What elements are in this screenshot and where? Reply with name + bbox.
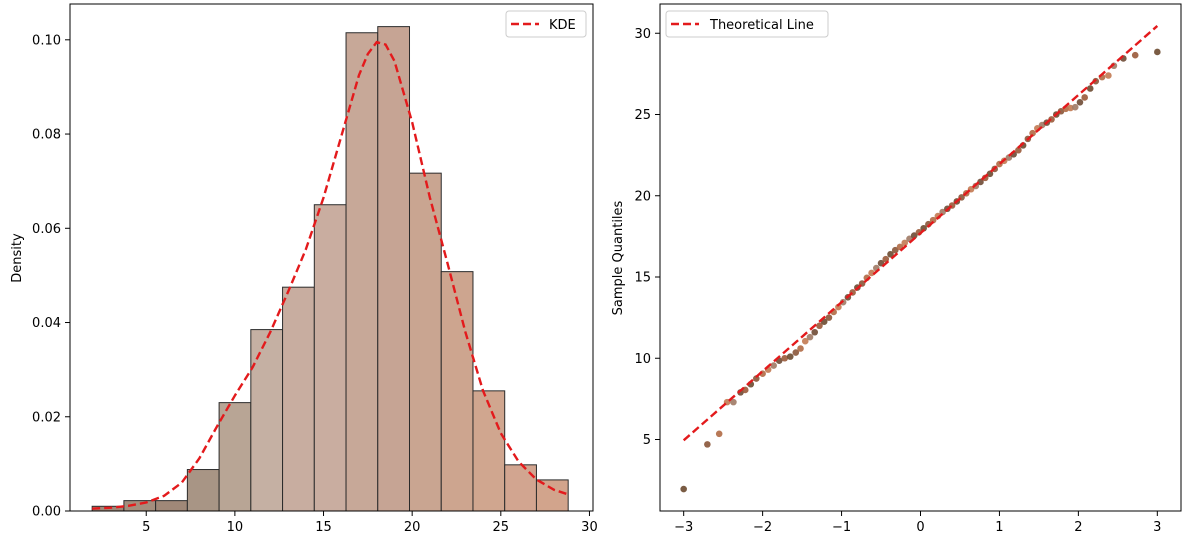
qq-y-tick-label: 25	[634, 108, 651, 123]
kde-legend-label: KDE	[549, 18, 576, 33]
histogram-bar	[345, 32, 379, 512]
histogram-x-tick-label: 20	[404, 520, 421, 535]
qq-point	[901, 239, 909, 247]
histogram-y-tick-label: 0.02	[32, 410, 61, 425]
qq-point	[786, 353, 794, 360]
qq-point	[1029, 129, 1036, 137]
qq-point	[792, 349, 800, 356]
histogram-bar	[472, 390, 506, 512]
qq-x-ticks: −3 −2 −1 0 1 2 3	[674, 511, 1161, 535]
qq-point	[910, 232, 918, 239]
qq-x-tick-label: −2	[753, 520, 772, 535]
histogram-y-ticks: 0.00 0.02 0.04 0.06 0.08 0.10	[32, 33, 70, 520]
qq-point	[704, 441, 711, 448]
qq-point	[825, 314, 833, 321]
qq-point	[715, 430, 723, 438]
histogram-x-tick-label: 15	[315, 520, 332, 535]
qq-point	[811, 328, 819, 336]
histogram-bar	[282, 286, 315, 512]
histogram-panel: 5 10 15 20 25 30 0.00 0.02 0.04 0.06 0.08 0.10 Den…	[10, 3, 598, 535]
qq-point	[1131, 51, 1139, 59]
histogram-x-tick-label: 25	[493, 520, 510, 535]
histogram-y-axis-label: Density	[10, 233, 25, 283]
histogram-bar	[250, 329, 284, 512]
qq-point	[1071, 103, 1079, 111]
qq-y-ticks: 5 10 15 20 25 30	[634, 27, 660, 448]
qq-point	[770, 362, 777, 369]
histogram-bar	[535, 479, 569, 512]
theoretical-line	[682, 25, 1159, 442]
qq-y-tick-label: 5	[643, 433, 651, 448]
qq-y-axis-label: Sample Quantiles	[611, 200, 626, 315]
qq-y-tick-label: 20	[634, 189, 651, 204]
qq-x-tick-label: 2	[1074, 520, 1082, 535]
qq-legend-box	[665, 10, 829, 38]
qq-point	[801, 337, 809, 345]
histogram-x-tick-label: 5	[142, 520, 150, 535]
qq-point	[1076, 99, 1084, 106]
qq-y-tick-label: 30	[634, 27, 651, 42]
qq-point	[730, 398, 737, 406]
histogram-bar	[409, 172, 442, 512]
histogram-bar	[155, 500, 188, 512]
histogram-x-tick-label: 10	[227, 520, 244, 535]
qq-y-tick-label: 15	[634, 271, 651, 286]
qq-point	[1086, 85, 1094, 92]
qq-point	[887, 250, 894, 258]
histogram-y-tick-label: 0.04	[32, 316, 61, 331]
qq-x-tick-label: 1	[995, 520, 1003, 535]
histogram-legend-box	[505, 10, 587, 38]
histogram-bar	[218, 402, 252, 512]
qq-legend: Theoretical Line	[665, 10, 829, 38]
histogram-x-ticks: 5 10 15 20 25 30	[142, 511, 598, 535]
qq-point	[797, 345, 804, 352]
qq-point	[1154, 48, 1161, 56]
histogram-y-tick-label: 0.10	[32, 33, 61, 48]
qq-point	[1081, 94, 1088, 101]
qq-point	[868, 269, 875, 277]
qq-point	[1015, 146, 1022, 154]
qq-point	[891, 246, 899, 254]
qq-point	[929, 216, 937, 224]
histogram-y-tick-label: 0.00	[32, 505, 61, 520]
qq-x-tick-label: 0	[916, 520, 924, 535]
histogram-bar	[440, 271, 474, 512]
theoretical-line-legend-label: Theoretical Line	[709, 18, 814, 33]
histogram-bar	[186, 469, 220, 512]
kde-curve	[92, 40, 571, 510]
qq-point	[806, 333, 814, 341]
histogram-x-tick-label: 30	[581, 520, 598, 535]
qq-point	[1105, 72, 1112, 79]
histogram-bar	[504, 464, 537, 512]
histogram-bars	[91, 26, 569, 512]
histogram-bar	[377, 26, 411, 512]
histogram-y-tick-label: 0.06	[32, 222, 61, 237]
histogram-legend: KDE	[505, 10, 587, 38]
qq-x-tick-label: −3	[674, 520, 693, 535]
qq-point	[680, 485, 687, 493]
qq-x-tick-label: 3	[1153, 520, 1161, 535]
histogram-bar	[313, 204, 347, 512]
qq-y-tick-label: 10	[634, 352, 651, 367]
qq-point	[816, 322, 823, 330]
qq-x-tick-label: −1	[832, 520, 851, 535]
histogram-y-tick-label: 0.08	[32, 128, 61, 143]
qq-point	[920, 224, 927, 232]
qq-point	[781, 354, 789, 362]
histogram-axes-frame	[69, 3, 594, 512]
